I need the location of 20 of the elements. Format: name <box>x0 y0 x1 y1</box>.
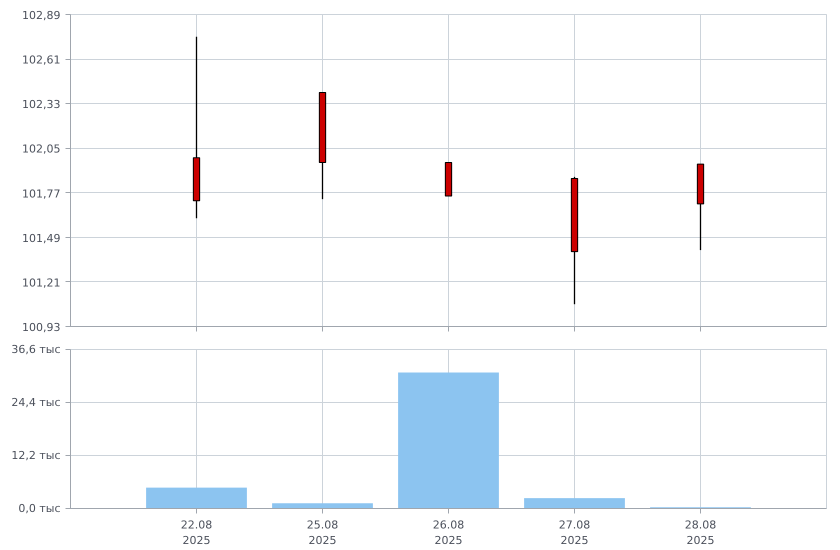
y-tick-label: 102,61 <box>22 54 61 67</box>
x-tick-label: 26.08 2025 <box>432 518 464 548</box>
y-tick-label: 102,33 <box>22 98 61 112</box>
y-tick-label: 101,77 <box>22 187 61 200</box>
bar <box>524 498 625 508</box>
y-tick-label: 101,49 <box>22 232 61 245</box>
x-tick-label: 28.08 2025 <box>684 518 716 548</box>
y-tick-label: 24,4 тыс <box>11 396 61 409</box>
y-tick-label: 12,2 тыс <box>11 449 61 462</box>
y-tick-label: 36,6 тыс <box>11 343 61 356</box>
y-tick-label: 101,21 <box>22 276 61 290</box>
y-tick-label: 102,05 <box>22 142 61 156</box>
y-tick-label: 102,89 <box>22 9 61 22</box>
x-tick-label: 27.08 2025 <box>558 518 590 548</box>
bar <box>398 372 499 508</box>
y-tick-label: 100,93 <box>22 321 61 334</box>
x-tick-label: 22.08 2025 <box>180 518 212 548</box>
x-tick-label: 25.08 2025 <box>306 518 338 548</box>
bar <box>146 488 247 508</box>
y-tick-label: 0,0 тыс <box>18 502 61 515</box>
